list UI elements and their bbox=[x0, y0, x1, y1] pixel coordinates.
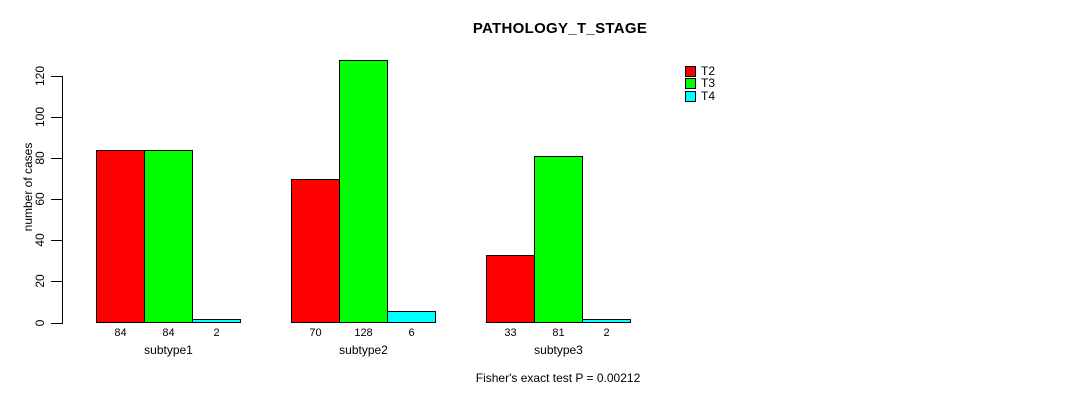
bar-t3-subtype1 bbox=[144, 150, 193, 323]
y-tick-mark bbox=[51, 199, 63, 200]
category-label-subtype1: subtype1 bbox=[144, 343, 193, 357]
bar-value-label: 128 bbox=[354, 327, 373, 339]
bar-t3-subtype2 bbox=[339, 60, 388, 323]
y-tick-label: 20 bbox=[33, 274, 47, 288]
chart-title: PATHOLOGY_T_STAGE bbox=[472, 20, 648, 37]
bar-value-label: 2 bbox=[603, 327, 610, 339]
category-label-subtype3: subtype3 bbox=[534, 343, 583, 357]
y-tick-label: 80 bbox=[33, 151, 47, 165]
y-tick-label: 100 bbox=[33, 106, 47, 128]
bar-value-label: 81 bbox=[552, 327, 565, 339]
y-tick-mark bbox=[51, 158, 63, 159]
legend-label: T3 bbox=[701, 76, 716, 90]
y-tick-mark bbox=[51, 240, 63, 241]
y-tick-label: 0 bbox=[33, 319, 47, 327]
bar-value-label: 6 bbox=[408, 327, 415, 339]
y-tick-mark bbox=[51, 323, 63, 324]
bar-value-label: 2 bbox=[213, 327, 220, 339]
bar-value-label: 70 bbox=[309, 327, 322, 339]
bar-t2-subtype1 bbox=[96, 150, 145, 323]
legend-item-t3: T3 bbox=[685, 76, 716, 90]
bar-t3-subtype3 bbox=[534, 156, 583, 323]
y-tick-label: 40 bbox=[33, 233, 47, 247]
legend-swatch-t2 bbox=[685, 66, 696, 77]
legend-item-t4: T4 bbox=[685, 89, 716, 103]
y-tick-mark bbox=[51, 281, 63, 282]
bar-t4-subtype1 bbox=[192, 319, 241, 323]
legend-label: T2 bbox=[701, 64, 716, 78]
y-tick-label: 60 bbox=[33, 192, 47, 206]
y-tick-mark bbox=[51, 76, 63, 77]
bar-t2-subtype2 bbox=[291, 179, 340, 323]
bar-value-label: 84 bbox=[114, 327, 127, 339]
legend-swatch-t3 bbox=[685, 78, 696, 89]
legend-item-t2: T2 bbox=[685, 64, 716, 78]
bar-value-label: 33 bbox=[504, 327, 517, 339]
stat-test-annotation: Fisher's exact test P = 0.00212 bbox=[475, 371, 641, 385]
bar-t4-subtype2 bbox=[387, 311, 436, 323]
category-label-subtype2: subtype2 bbox=[339, 343, 388, 357]
bar-t2-subtype3 bbox=[486, 255, 535, 323]
bar-value-label: 84 bbox=[162, 327, 175, 339]
bar-t4-subtype3 bbox=[582, 319, 631, 323]
y-tick-mark bbox=[51, 117, 63, 118]
y-tick-label: 120 bbox=[33, 65, 47, 87]
legend-swatch-t4 bbox=[685, 91, 696, 102]
legend-label: T4 bbox=[701, 89, 716, 103]
